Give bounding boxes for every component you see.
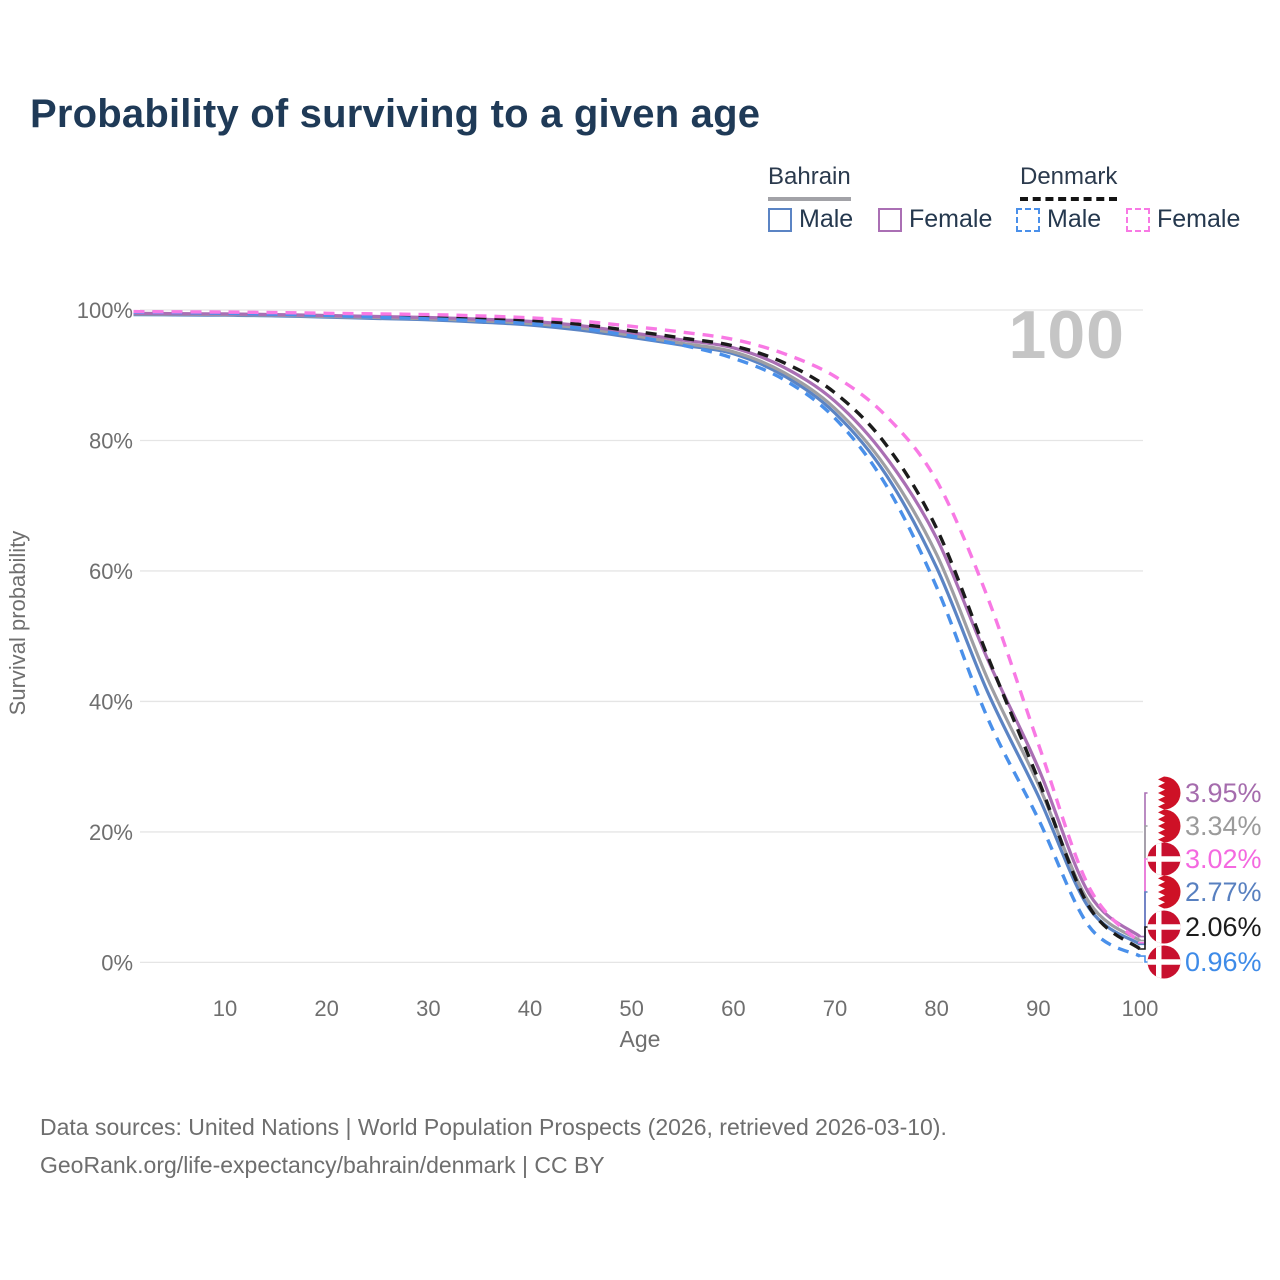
series-line-denmark-female [133,309,1142,944]
series-line-bahrain-both [133,312,1141,942]
end-value-label-denmark-female: 3.02% [1185,844,1262,874]
x-tick-label: 20 [314,996,338,1021]
label-connector-denmark-both [1138,926,1149,950]
footer: Data sources: United Nations | World Pop… [40,1108,1240,1184]
x-tick-label: 50 [619,996,643,1021]
end-value-label-denmark-both: 2.06% [1185,912,1262,942]
page-title: Probability of surviving to a given age [30,92,761,136]
legend-item-label: Male [799,205,854,233]
x-tick-label: 80 [924,996,948,1021]
series-line-denmark-both [133,310,1142,951]
denmark-flag-icon [1147,910,1181,944]
label-connector-denmark-male [1138,955,1149,963]
bahrain-male-swatch-icon [768,207,792,232]
legend-item-bahrain-female[interactable]: Female [878,205,992,234]
bahrain-flag-icon [1147,776,1181,810]
label-connector-bahrain-female [1138,792,1149,938]
y-tick-label: 60% [89,559,133,584]
y-tick-label: 40% [89,689,133,714]
bahrain-flag-icon [1147,809,1181,843]
y-axis-label: Survival probability [5,530,30,716]
series-line-bahrain-male [133,313,1141,946]
denmark-flag-icon [1147,945,1181,979]
bahrain-female-swatch-icon [878,207,902,232]
series-line-bahrain-female [133,311,1142,938]
label-connector-bahrain-male [1138,891,1149,946]
footer-url: GeoRank.org/life-expectancy/bahrain/denm… [40,1152,605,1178]
footer-sources: Data sources: United Nations | World Pop… [40,1114,947,1140]
label-connector-bahrain-both [1138,825,1149,942]
denmark-female-swatch-icon [1126,207,1150,232]
legend-item-label: Female [909,205,993,233]
x-tick-label: 10 [213,996,237,1021]
y-tick-label: 100% [77,298,133,323]
y-tick-label: 80% [89,428,133,453]
legend-group-denmark[interactable]: Denmark [1020,163,1118,201]
y-tick-label: 0% [101,950,133,975]
series-line-denmark-male [133,310,1141,958]
x-tick-label: 40 [518,996,542,1021]
bahrain-flag-icon [1147,875,1181,909]
x-axis-label: Age [619,1026,661,1052]
end-value-label-bahrain-male: 2.77% [1185,877,1262,907]
label-connector-denmark-female [1138,858,1149,944]
legend-item-denmark-male[interactable]: Male [1016,205,1101,234]
end-value-label-bahrain-both: 3.34% [1185,811,1262,841]
legend-group-bahrain[interactable]: Bahrain [768,163,851,201]
y-tick-label: 20% [89,820,133,845]
legend-item-bahrain-male[interactable]: Male [768,205,853,234]
x-tick-label: 90 [1026,996,1050,1021]
denmark-male-swatch-icon [1016,207,1040,232]
legend-item-denmark-female[interactable]: Female [1126,205,1240,234]
denmark-flag-icon [1147,842,1181,876]
end-value-label-bahrain-female: 3.95% [1185,778,1262,808]
x-tick-label: 100 [1122,996,1159,1021]
x-tick-label: 60 [721,996,745,1021]
x-tick-label: 70 [823,996,847,1021]
end-value-label-denmark-male: 0.96% [1185,947,1262,977]
x-tick-label: 30 [416,996,440,1021]
legend-item-label: Female [1157,205,1241,233]
legend-item-label: Male [1047,205,1102,233]
